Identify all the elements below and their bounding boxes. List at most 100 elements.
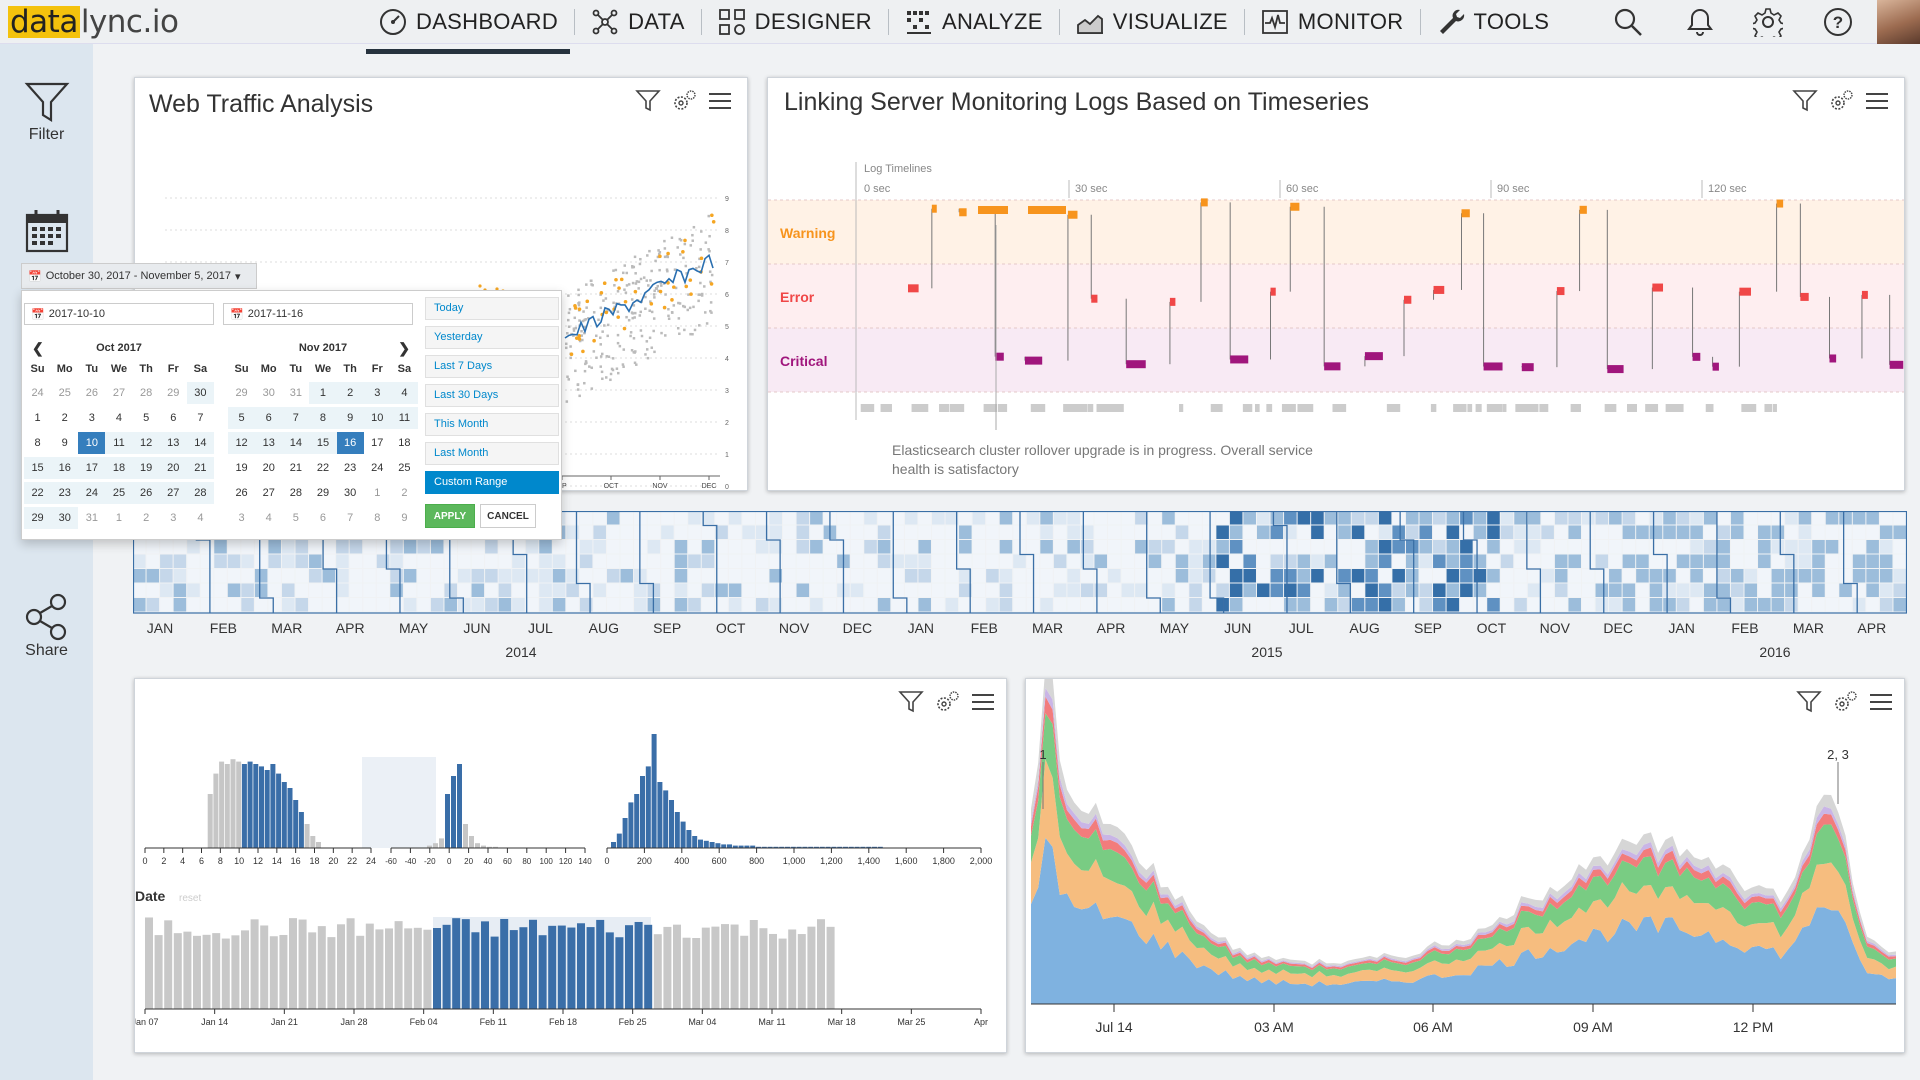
calendar-day[interactable]: 20 bbox=[262, 462, 275, 474]
calendar-day[interactable]: 25 bbox=[105, 482, 133, 504]
gear-icon[interactable] bbox=[1753, 7, 1783, 37]
calendar-day[interactable]: 8 bbox=[309, 407, 337, 429]
calendar-day[interactable]: 25 bbox=[58, 387, 71, 399]
filter-icon[interactable] bbox=[1792, 88, 1818, 114]
calendar-day[interactable]: 23 bbox=[51, 482, 79, 504]
avatar[interactable] bbox=[1877, 0, 1920, 44]
nav-analyze[interactable]: ANALYZE bbox=[887, 0, 1059, 44]
next-month-icon[interactable]: ❯ bbox=[398, 340, 410, 356]
preset-range-item[interactable]: This Month bbox=[425, 413, 559, 436]
calendar-day[interactable]: 26 bbox=[132, 482, 160, 504]
calendar-day[interactable]: 4 bbox=[390, 382, 418, 404]
calendar-day[interactable]: 8 bbox=[34, 437, 41, 449]
calendar-day[interactable]: 30 bbox=[51, 507, 79, 529]
help-icon[interactable]: ? bbox=[1823, 7, 1853, 37]
apply-button[interactable]: APPLY bbox=[425, 504, 475, 528]
menu-icon[interactable] bbox=[1864, 88, 1890, 114]
preset-range-item[interactable]: Last Month bbox=[425, 442, 559, 465]
calendar-day[interactable]: 30 bbox=[262, 387, 275, 399]
calendar-day[interactable]: 6 bbox=[319, 512, 327, 524]
calendar-day[interactable]: 1 bbox=[115, 512, 123, 524]
calendar-day[interactable]: 26 bbox=[235, 487, 248, 499]
nav-dashboard[interactable]: DASHBOARD bbox=[362, 0, 574, 54]
logo[interactable]: data lync.io bbox=[8, 4, 179, 40]
calendar-day[interactable]: 2 bbox=[143, 512, 150, 524]
settings-icon[interactable] bbox=[1832, 689, 1858, 715]
calendar-day[interactable]: 14 bbox=[186, 432, 214, 454]
calendar-day[interactable]: 10 bbox=[78, 432, 106, 454]
calendar-day[interactable]: 22 bbox=[316, 462, 330, 474]
nav-visualize[interactable]: VISUALIZE bbox=[1058, 0, 1244, 44]
calendar-day[interactable]: 3 bbox=[238, 512, 245, 524]
preset-range-item[interactable]: Yesterday bbox=[425, 326, 559, 349]
calendar-day[interactable]: 5 bbox=[292, 512, 299, 524]
calendar-day[interactable]: 22 bbox=[24, 482, 52, 504]
settings-icon[interactable] bbox=[671, 88, 697, 114]
calendar-day[interactable]: 5 bbox=[228, 407, 256, 429]
calendar-day[interactable]: 4 bbox=[265, 512, 272, 524]
calendar-day[interactable]: 21 bbox=[186, 457, 214, 479]
calendar-day[interactable]: 7 bbox=[282, 407, 310, 429]
calendar-day[interactable]: 15 bbox=[309, 432, 337, 454]
nav-data[interactable]: DATA bbox=[574, 0, 701, 44]
share-button[interactable]: Share bbox=[0, 592, 93, 660]
calendar-day[interactable]: 30 bbox=[186, 382, 214, 404]
preset-range-item[interactable]: Custom Range bbox=[425, 471, 559, 494]
calendar-day[interactable]: 1 bbox=[374, 487, 381, 499]
end-date-input[interactable]: 📅 2017-11-16 bbox=[223, 303, 413, 325]
calendar-day[interactable]: 18 bbox=[398, 437, 411, 449]
nav-tools[interactable]: TOOLS bbox=[1419, 0, 1566, 44]
calendar-day[interactable]: 9 bbox=[401, 512, 408, 524]
start-date-input[interactable]: 📅 2017-10-10 bbox=[24, 303, 214, 325]
calendar-day[interactable]: 29 bbox=[167, 387, 180, 399]
calendar-day[interactable]: 23 bbox=[344, 462, 357, 474]
calendar-day[interactable]: 13 bbox=[159, 432, 187, 454]
calendar-day[interactable]: 4 bbox=[197, 512, 204, 524]
search-icon[interactable] bbox=[1613, 7, 1643, 37]
filter-button[interactable]: Filter bbox=[0, 80, 93, 144]
bell-icon[interactable] bbox=[1685, 7, 1715, 37]
calendar-day[interactable]: 3 bbox=[170, 512, 177, 524]
calendar-day[interactable]: 6 bbox=[170, 412, 177, 424]
calendar-day[interactable]: 24 bbox=[31, 387, 44, 399]
preset-range-item[interactable]: Today bbox=[425, 297, 559, 320]
calendar-day[interactable]: 30 bbox=[344, 487, 357, 499]
calendar-day[interactable]: 17 bbox=[371, 437, 384, 449]
calendar-day[interactable]: 12 bbox=[228, 432, 256, 454]
calendar-day[interactable]: 14 bbox=[282, 432, 310, 454]
menu-icon[interactable] bbox=[970, 689, 996, 715]
nav-designer[interactable]: DESIGNER bbox=[700, 0, 888, 44]
calendar-day[interactable]: 1 bbox=[34, 412, 41, 424]
preset-range-item[interactable]: Last 7 Days bbox=[425, 355, 559, 378]
preset-range-item[interactable]: Last 30 Days bbox=[425, 384, 559, 407]
prev-month-icon[interactable]: ❮ bbox=[32, 340, 44, 356]
calendar-day[interactable]: 27 bbox=[159, 482, 187, 504]
calendar-day[interactable]: 13 bbox=[255, 432, 283, 454]
calendar-day[interactable]: 25 bbox=[398, 462, 411, 474]
calendar-day[interactable]: 7 bbox=[197, 412, 204, 424]
filter-icon[interactable] bbox=[1796, 689, 1822, 715]
calendar-day[interactable]: 16 bbox=[336, 432, 364, 454]
calendar-button[interactable] bbox=[0, 208, 93, 254]
calendar-day[interactable]: 3 bbox=[363, 382, 391, 404]
calendar-day[interactable]: 6 bbox=[255, 407, 283, 429]
calendar-day[interactable]: 21 bbox=[289, 462, 302, 474]
calendar-day[interactable]: 2 bbox=[336, 382, 364, 404]
calendar-day[interactable]: 9 bbox=[61, 437, 68, 449]
calendar-day[interactable]: 5 bbox=[143, 412, 150, 424]
calendar-day[interactable]: 19 bbox=[132, 457, 160, 479]
calendar-day[interactable]: 2 bbox=[61, 412, 68, 424]
calendar-day[interactable]: 12 bbox=[132, 432, 160, 454]
settings-icon[interactable] bbox=[934, 689, 960, 715]
menu-icon[interactable] bbox=[707, 88, 733, 114]
calendar-day[interactable]: 31 bbox=[289, 387, 302, 399]
calendar-day[interactable]: 26 bbox=[85, 387, 98, 399]
calendar-day[interactable]: 28 bbox=[289, 487, 302, 499]
calendar-day[interactable]: 16 bbox=[51, 457, 79, 479]
nav-monitor[interactable]: MONITOR bbox=[1243, 0, 1420, 44]
calendar-day[interactable]: 15 bbox=[24, 457, 52, 479]
calendar-day[interactable]: 3 bbox=[88, 412, 95, 424]
calendar-day[interactable]: 8 bbox=[374, 512, 381, 524]
filter-icon[interactable] bbox=[898, 689, 924, 715]
calendar-day[interactable]: 11 bbox=[390, 407, 418, 429]
